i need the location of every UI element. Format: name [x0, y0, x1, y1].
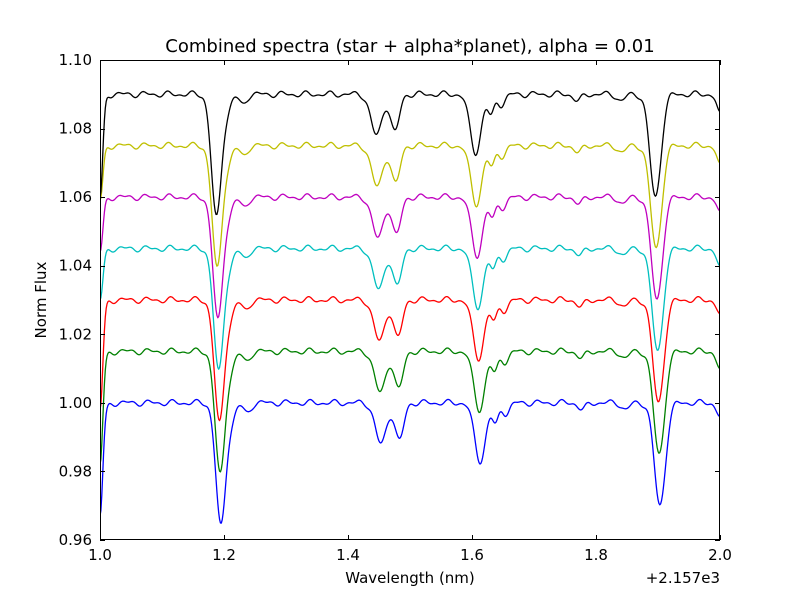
y-tick-label: 0.96: [59, 531, 92, 549]
y-tick-label: 0.98: [59, 462, 92, 480]
y-tick-label: 1.10: [59, 51, 92, 69]
spectrum-series-line: [100, 295, 720, 422]
y-tick-label: 1.04: [59, 257, 92, 275]
x-tick-label: 1.6: [460, 546, 484, 564]
y-axis: 0.96 0.98 1.00 1.02 1.04 1.06 1.08 1.10: [59, 51, 720, 549]
x-axis-label: Wavelength (nm): [345, 569, 475, 587]
spectrum-series-line: [100, 90, 720, 216]
spectrum-series-line: [100, 347, 720, 473]
series-layer: [100, 90, 720, 524]
chart-title: Combined spectra (star + alpha*planet), …: [165, 36, 654, 57]
x-axis-offset-label: +2.157e3: [646, 569, 720, 587]
spectrum-series-line: [100, 398, 720, 524]
spectrum-series-line: [100, 193, 720, 319]
x-tick-label: 1.8: [584, 546, 608, 564]
y-tick-label: 1.02: [59, 325, 92, 343]
x-tick-label: 2.0: [708, 546, 732, 564]
x-tick-label: 1.2: [212, 546, 236, 564]
spectrum-series-line: [100, 244, 720, 370]
x-tick-label: 1.0: [88, 546, 112, 564]
x-axis: 1.0 1.2 1.4 1.6 1.8 2.0: [88, 60, 732, 564]
y-tick-label: 1.06: [59, 188, 92, 206]
y-tick-label: 1.08: [59, 120, 92, 138]
spectrum-series-line: [100, 141, 720, 267]
y-tick-label: 1.00: [59, 394, 92, 412]
plot-frame: [100, 60, 720, 540]
y-axis-label: Norm Flux: [32, 261, 50, 338]
x-tick-label: 1.4: [336, 546, 360, 564]
